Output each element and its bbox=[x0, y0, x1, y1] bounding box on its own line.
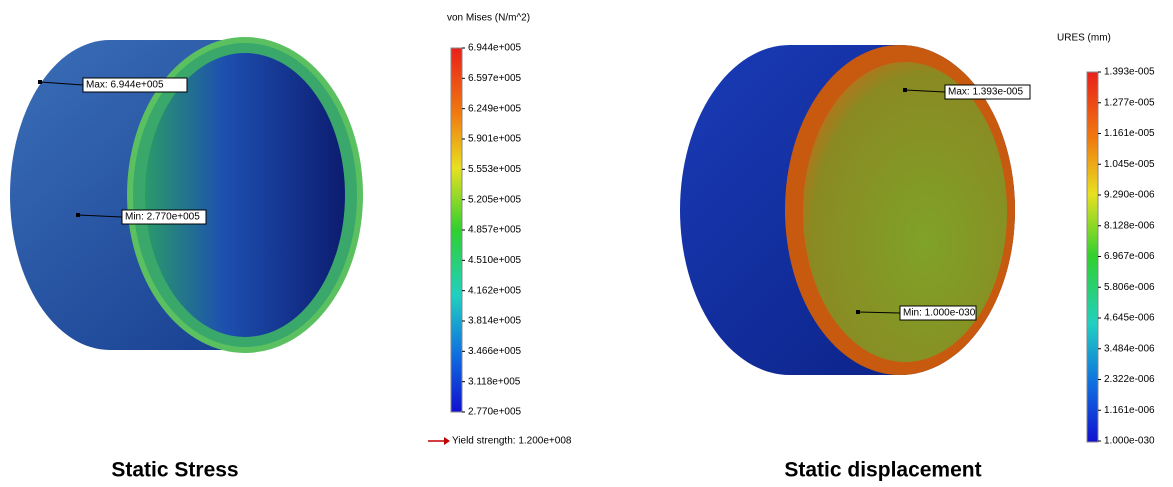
scale-label: 3.484e-006 bbox=[1104, 343, 1155, 354]
scale-label: 6.944e+005 bbox=[468, 43, 522, 54]
scale-label: 4.857e+005 bbox=[468, 225, 522, 236]
scale-label: 5.901e+005 bbox=[468, 134, 522, 145]
scale-label: 5.205e+005 bbox=[468, 194, 522, 205]
figure: von Mises (N/m^2) URES (mm) Yield streng… bbox=[0, 0, 1173, 487]
scale-label: 4.162e+005 bbox=[468, 285, 522, 296]
scale-label: 1.000e-030 bbox=[1104, 436, 1155, 447]
annotation-dot bbox=[76, 213, 80, 217]
annotation-label: Max: 1.393e-005 bbox=[948, 87, 1023, 98]
scale-label: 3.814e+005 bbox=[468, 316, 522, 327]
scale-label: 2.322e-006 bbox=[1104, 374, 1155, 385]
legend-title: von Mises (N/m^2) bbox=[447, 13, 530, 24]
caption: Static displacement bbox=[784, 459, 981, 482]
legend-title: URES (mm) bbox=[1057, 33, 1111, 44]
scale-label: 4.510e+005 bbox=[468, 255, 522, 266]
yield-note: Yield strength: 1.200e+008 bbox=[452, 436, 572, 447]
colorbar bbox=[451, 48, 462, 412]
annotation-label: Max: 6.944e+005 bbox=[86, 80, 164, 91]
scale-label: 5.806e-006 bbox=[1104, 282, 1155, 293]
annotation-dot bbox=[903, 88, 907, 92]
scale-label: 2.770e+005 bbox=[468, 407, 522, 418]
scale-label: 6.249e+005 bbox=[468, 103, 522, 114]
caption: Static Stress bbox=[111, 459, 238, 482]
annotation-dot bbox=[856, 310, 860, 314]
scale-label: 6.597e+005 bbox=[468, 73, 522, 84]
yield-arrow-head bbox=[444, 437, 450, 445]
scale-label: 1.277e-005 bbox=[1104, 97, 1155, 108]
scale-label: 6.967e-006 bbox=[1104, 251, 1155, 262]
scale-label: 1.161e-005 bbox=[1104, 128, 1155, 139]
scale-label: 3.118e+005 bbox=[468, 376, 521, 387]
annotation-label: Min: 1.000e-030 bbox=[903, 308, 976, 319]
scale-label: 1.045e-005 bbox=[1104, 159, 1155, 170]
colorbar bbox=[1087, 72, 1098, 442]
scale-label: 8.128e-006 bbox=[1104, 220, 1155, 231]
scale-label: 5.553e+005 bbox=[468, 164, 522, 175]
annotation-dot bbox=[38, 80, 42, 84]
annotation-label: Min: 2.770e+005 bbox=[125, 212, 200, 223]
scale-label: 1.393e-005 bbox=[1104, 67, 1155, 78]
scale-label: 1.161e-006 bbox=[1104, 405, 1155, 416]
scale-label: 3.466e+005 bbox=[468, 346, 522, 357]
scale-label: 4.645e-006 bbox=[1104, 313, 1155, 324]
scale-label: 9.290e-006 bbox=[1104, 190, 1155, 201]
